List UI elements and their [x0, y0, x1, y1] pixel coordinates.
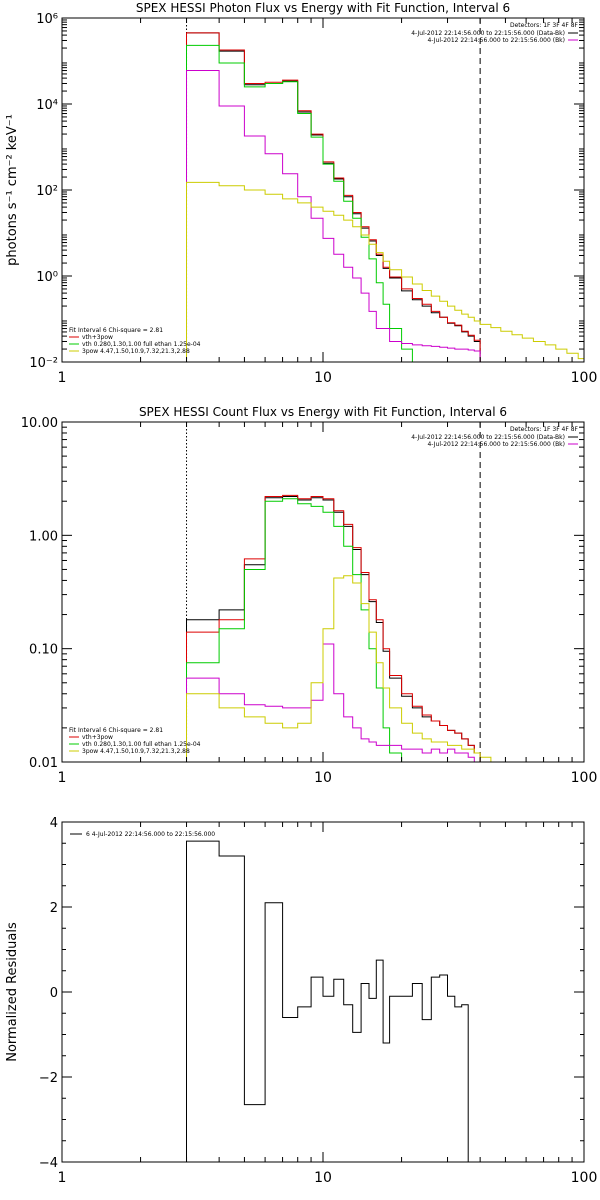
y-tick-label: 10⁴ — [36, 98, 58, 113]
x-tick-label: 100 — [571, 370, 598, 386]
legend-entry: 4-Jul-2012 22:14:56.000 to 22:15:56.000 … — [411, 30, 565, 37]
legend-entry: 4-Jul-2012 22:14:56.000 to 22:15:56.000 … — [427, 441, 565, 448]
y-tick-label: 1.00 — [29, 529, 58, 544]
legend-entry: vth+3pow — [82, 734, 113, 741]
x-tick-label: 1 — [58, 770, 67, 786]
legend-entry: vth+3pow — [82, 334, 113, 341]
series-1-line — [186, 496, 481, 762]
legend-entry: vth 0.280,1.30,1.00 full ethan 1.25e-04 — [82, 741, 201, 748]
y-tick-label: 10⁰ — [36, 270, 58, 285]
series-4-line — [186, 643, 481, 762]
series-3-line — [186, 44, 413, 362]
plot-frame — [61, 17, 585, 363]
series-group — [186, 494, 501, 762]
chart-panel-1: SPEX HESSI Photon Flux vs Energy with Fi… — [5, 1, 597, 386]
series-2-line — [186, 494, 481, 762]
legend-fit-header: Fit Interval 6 Chi-square = 2.81 — [69, 327, 163, 334]
series-4-line — [186, 70, 481, 362]
y-tick-label: 10⁶ — [36, 12, 58, 27]
y-tick-label: 4 — [50, 816, 58, 831]
y-tick-label: 10⁻² — [29, 356, 58, 371]
chart-panel-2: SPEX HESSI Count Flux vs Energy with Fit… — [21, 405, 598, 786]
x-tick-label: 100 — [571, 1170, 598, 1186]
series-1-line — [186, 840, 469, 1162]
series-group — [186, 840, 469, 1162]
legend-detectors: Detectors: 1F 3F 4F 8F — [510, 22, 579, 29]
x-tick-label: 10 — [314, 770, 332, 786]
chart-title: SPEX HESSI Count Flux vs Energy with Fit… — [139, 405, 507, 419]
y-tick-label: 2 — [50, 901, 58, 916]
x-tick-label: 1 — [58, 1170, 67, 1186]
series-5-line — [186, 181, 584, 362]
chart-title: SPEX HESSI Photon Flux vs Energy with Fi… — [136, 1, 510, 15]
x-tick-label: 1 — [58, 370, 67, 386]
plot-frame — [61, 421, 585, 763]
chart-panel-3: Normalized Residuals 1 10 100 −4 −2 0 2 4 6 4-Jul… — [5, 816, 597, 1186]
y-tick-label: 10.00 — [21, 416, 58, 431]
legend-entry: 4-Jul-2012 22:14:56.000 to 22:15:56.000 … — [411, 434, 565, 441]
legend-entry: 6 4-Jul-2012 22:14:56.000 to 22:15:56.00… — [86, 831, 215, 838]
series-3-line — [186, 498, 413, 762]
series-group — [186, 32, 584, 362]
y-tick-label: 0 — [50, 986, 58, 1001]
legend-entry: 3pow 4.47,1.50,10.9,7.32,21.3,2.88 — [82, 748, 190, 755]
x-tick-label: 10 — [314, 370, 332, 386]
series-5-line — [186, 575, 501, 762]
y-tick-label: 10² — [36, 184, 58, 199]
y-tick-label: −4 — [39, 1156, 58, 1171]
x-tick-label: 10 — [314, 1170, 332, 1186]
legend-fit-header: Fit Interval 6 Chi-square = 2.81 — [69, 727, 163, 734]
y-tick-label: 0.01 — [29, 756, 58, 771]
legend-detectors: Detectors: 1F 3F 4F 8F — [510, 426, 579, 433]
y-axis-label: Normalized Residuals — [5, 922, 20, 1062]
legend-entry: vth 0.280,1.30,1.00 full ethan 1.25e-04 — [82, 341, 201, 348]
series-1-line — [186, 32, 481, 362]
y-axis-label: photons s⁻¹ cm⁻² keV⁻¹ — [5, 114, 20, 266]
legend-entry: 4-Jul-2012 22:14:56.000 to 22:15:56.000 … — [427, 37, 565, 44]
legend-entry: 3pow 4.47,1.50,10.9,7.32,21.3,2.88 — [82, 348, 190, 355]
x-tick-label: 100 — [571, 770, 598, 786]
y-tick-label: 0.10 — [29, 643, 58, 658]
y-tick-label: −2 — [39, 1071, 58, 1086]
